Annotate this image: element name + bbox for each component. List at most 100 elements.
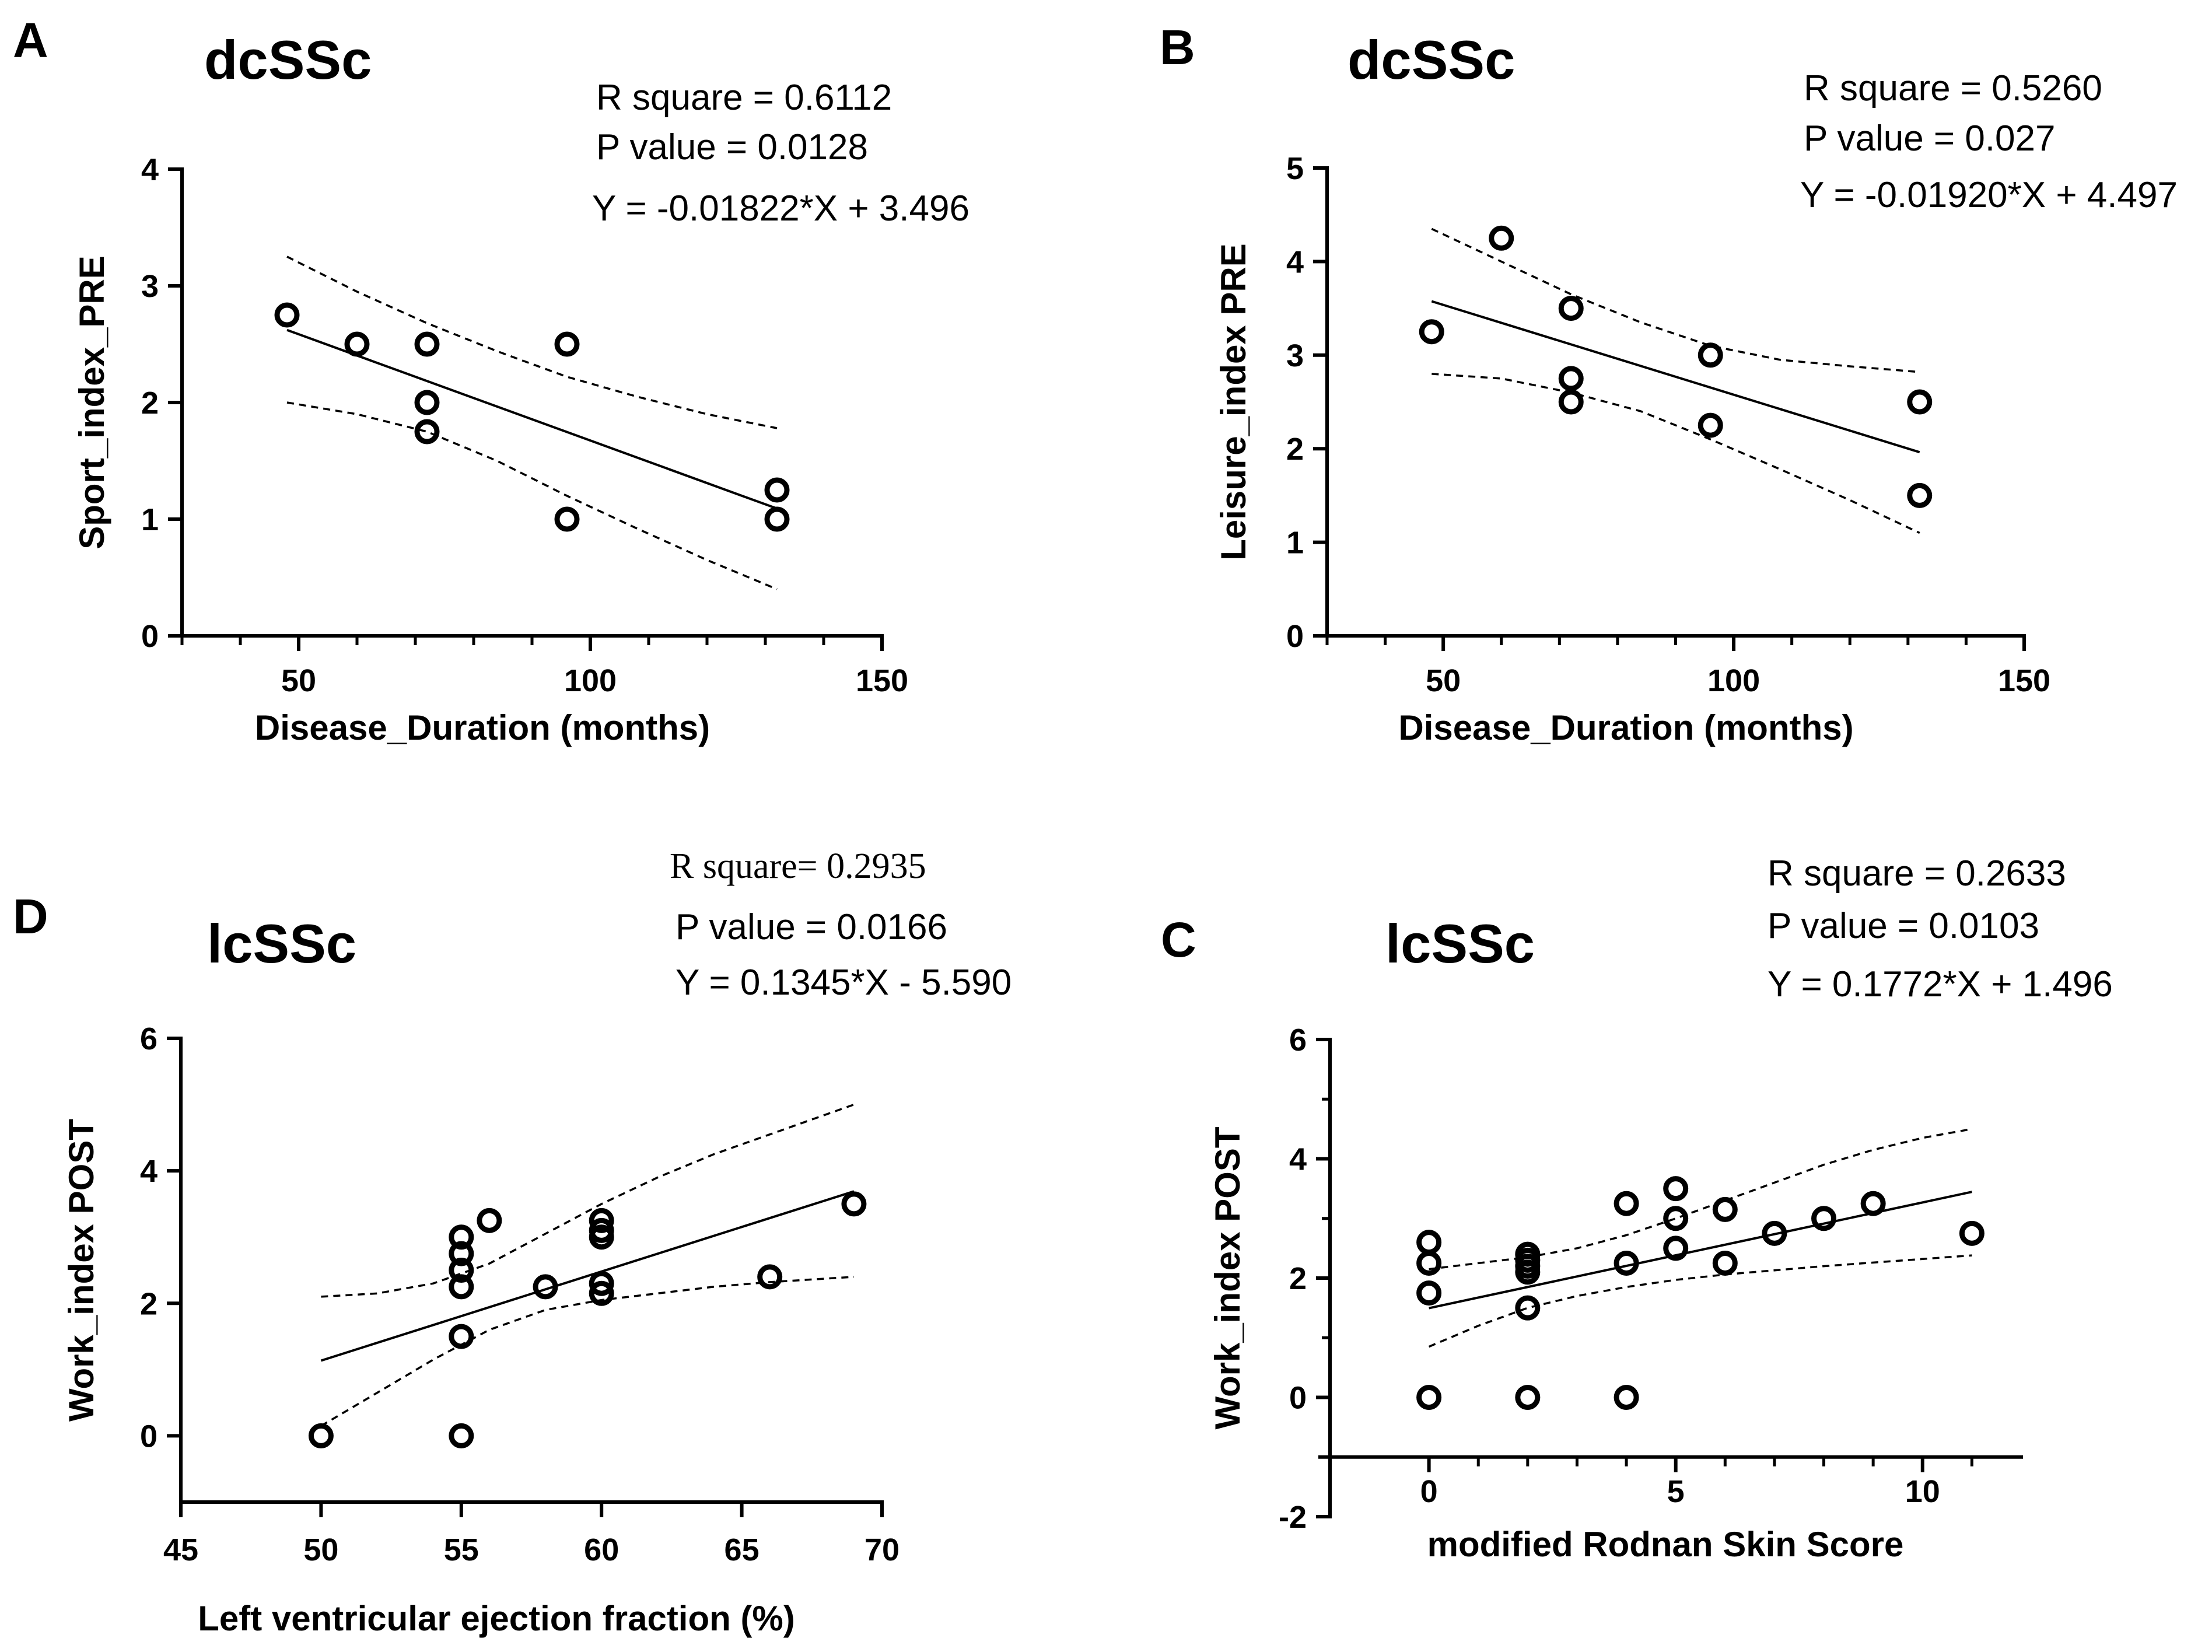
x-tick-label: 150: [1998, 663, 2050, 698]
panel-title: dcSSc: [204, 29, 372, 90]
data-point: [589, 1208, 614, 1233]
y-tick-label: 0: [141, 619, 159, 654]
stat-line-3: Y = 0.1345*X - 5.590: [676, 963, 1012, 1003]
y-tick-label: -2: [1279, 1500, 1307, 1535]
regression-line: [286, 328, 778, 510]
data-point: [1698, 412, 1723, 438]
data-point: [554, 506, 580, 532]
panel-letter: C: [1161, 912, 1196, 967]
stat-line-1: R square= 0.2935: [670, 846, 926, 886]
x-tick-label: 50: [303, 1532, 338, 1567]
data-point: [764, 506, 790, 532]
data-point: [841, 1191, 867, 1217]
x-tick-label: 50: [281, 663, 316, 698]
data-point: [589, 1224, 614, 1250]
stat-line-3: Y = 0.1772*X + 1.496: [1768, 964, 2113, 1005]
data-point: [1416, 1385, 1442, 1410]
data-point: [1489, 225, 1514, 251]
data-point: [414, 419, 440, 444]
data-point: [449, 1423, 474, 1448]
data-point: [1663, 1206, 1689, 1231]
x-tick-label: 45: [163, 1532, 198, 1567]
data-point: [589, 1280, 614, 1306]
data-point: [1762, 1220, 1787, 1246]
y-tick-label: 4: [140, 1154, 158, 1189]
data-point: [1614, 1191, 1639, 1216]
stat-line-2: P value = 0.027: [1804, 118, 2056, 159]
data-point: [344, 331, 370, 357]
panel-title: dcSSc: [1348, 29, 1515, 90]
data-point: [554, 331, 580, 357]
ci-upper-band: [1431, 228, 1920, 373]
data-point: [764, 477, 790, 503]
data-point: [1515, 1259, 1541, 1285]
data-point: [414, 390, 440, 415]
data-point: [477, 1208, 502, 1233]
data-point: [1558, 389, 1584, 415]
data-point: [757, 1264, 783, 1290]
stat-line-1: R square = 0.5260: [1804, 68, 2102, 108]
stat-line-2: P value = 0.0103: [1768, 906, 2039, 946]
data-point: [1663, 1236, 1689, 1261]
y-axis-title: Work_index POST: [1208, 1126, 1247, 1429]
y-tick-label: 3: [1286, 338, 1304, 373]
x-tick-label: 60: [584, 1532, 619, 1567]
y-tick-label: 1: [1286, 526, 1304, 561]
x-axis-title: Disease_Duration (months): [1398, 708, 1853, 747]
x-tick-label: 50: [1426, 663, 1461, 698]
y-tick-label: 2: [1286, 432, 1304, 467]
ci-lower-band: [1428, 1254, 1972, 1348]
stat-line-2: P value = 0.0166: [676, 907, 947, 947]
stat-line-3: Y = -0.01920*X + 4.497: [1800, 175, 2178, 215]
data-point: [1712, 1250, 1738, 1276]
ci-lower-band: [1432, 373, 1920, 534]
y-tick-label: 2: [141, 386, 159, 421]
x-tick-label: 0: [1420, 1474, 1438, 1509]
x-tick-label: 5: [1667, 1474, 1685, 1509]
data-point: [1515, 1385, 1541, 1410]
panel-title: lcSSc: [1385, 913, 1535, 974]
data-point: [1416, 1250, 1442, 1276]
y-axis-title: Leisure_index PRE: [1214, 243, 1253, 561]
y-tick-label: 4: [141, 152, 159, 187]
data-point: [274, 302, 300, 328]
data-point: [1959, 1220, 1985, 1246]
stat-line-3: Y = -0.01822*X + 3.496: [592, 188, 970, 229]
data-point: [449, 1274, 474, 1300]
stat-line-2: P value = 0.0128: [596, 127, 868, 167]
panel-title: lcSSc: [207, 913, 356, 974]
x-tick-label: 10: [1905, 1474, 1940, 1509]
ci-lower-band: [320, 1276, 855, 1427]
data-point: [449, 1324, 474, 1349]
data-point: [1811, 1206, 1837, 1231]
data-point: [1663, 1176, 1689, 1202]
x-tick-label: 100: [1707, 663, 1760, 698]
x-tick-label: 70: [864, 1532, 900, 1567]
y-tick-label: 0: [1289, 1381, 1307, 1416]
ci-upper-band: [286, 256, 778, 429]
data-point: [1712, 1196, 1738, 1222]
y-tick-label: 6: [140, 1021, 158, 1056]
regression-line: [1431, 300, 1920, 454]
ci-lower-band: [286, 401, 778, 590]
y-tick-label: 2: [140, 1286, 158, 1321]
y-tick-label: 5: [1286, 151, 1304, 186]
y-tick-label: 4: [1289, 1142, 1307, 1177]
y-axis-title: Sport_index_PRE: [72, 256, 111, 549]
stat-line-1: R square = 0.2633: [1768, 853, 2066, 894]
x-axis-title: Disease_Duration (months): [255, 708, 710, 747]
data-point: [1416, 1280, 1442, 1306]
y-tick-label: 0: [140, 1419, 158, 1454]
data-point: [308, 1423, 334, 1448]
data-point: [449, 1224, 474, 1250]
data-point: [1698, 342, 1723, 368]
data-point: [1416, 1230, 1442, 1255]
ci-upper-band: [1429, 1128, 1972, 1270]
y-tick-label: 2: [1289, 1261, 1307, 1296]
data-point: [1419, 319, 1444, 345]
panel-letter: A: [13, 13, 48, 68]
data-point: [533, 1274, 558, 1300]
